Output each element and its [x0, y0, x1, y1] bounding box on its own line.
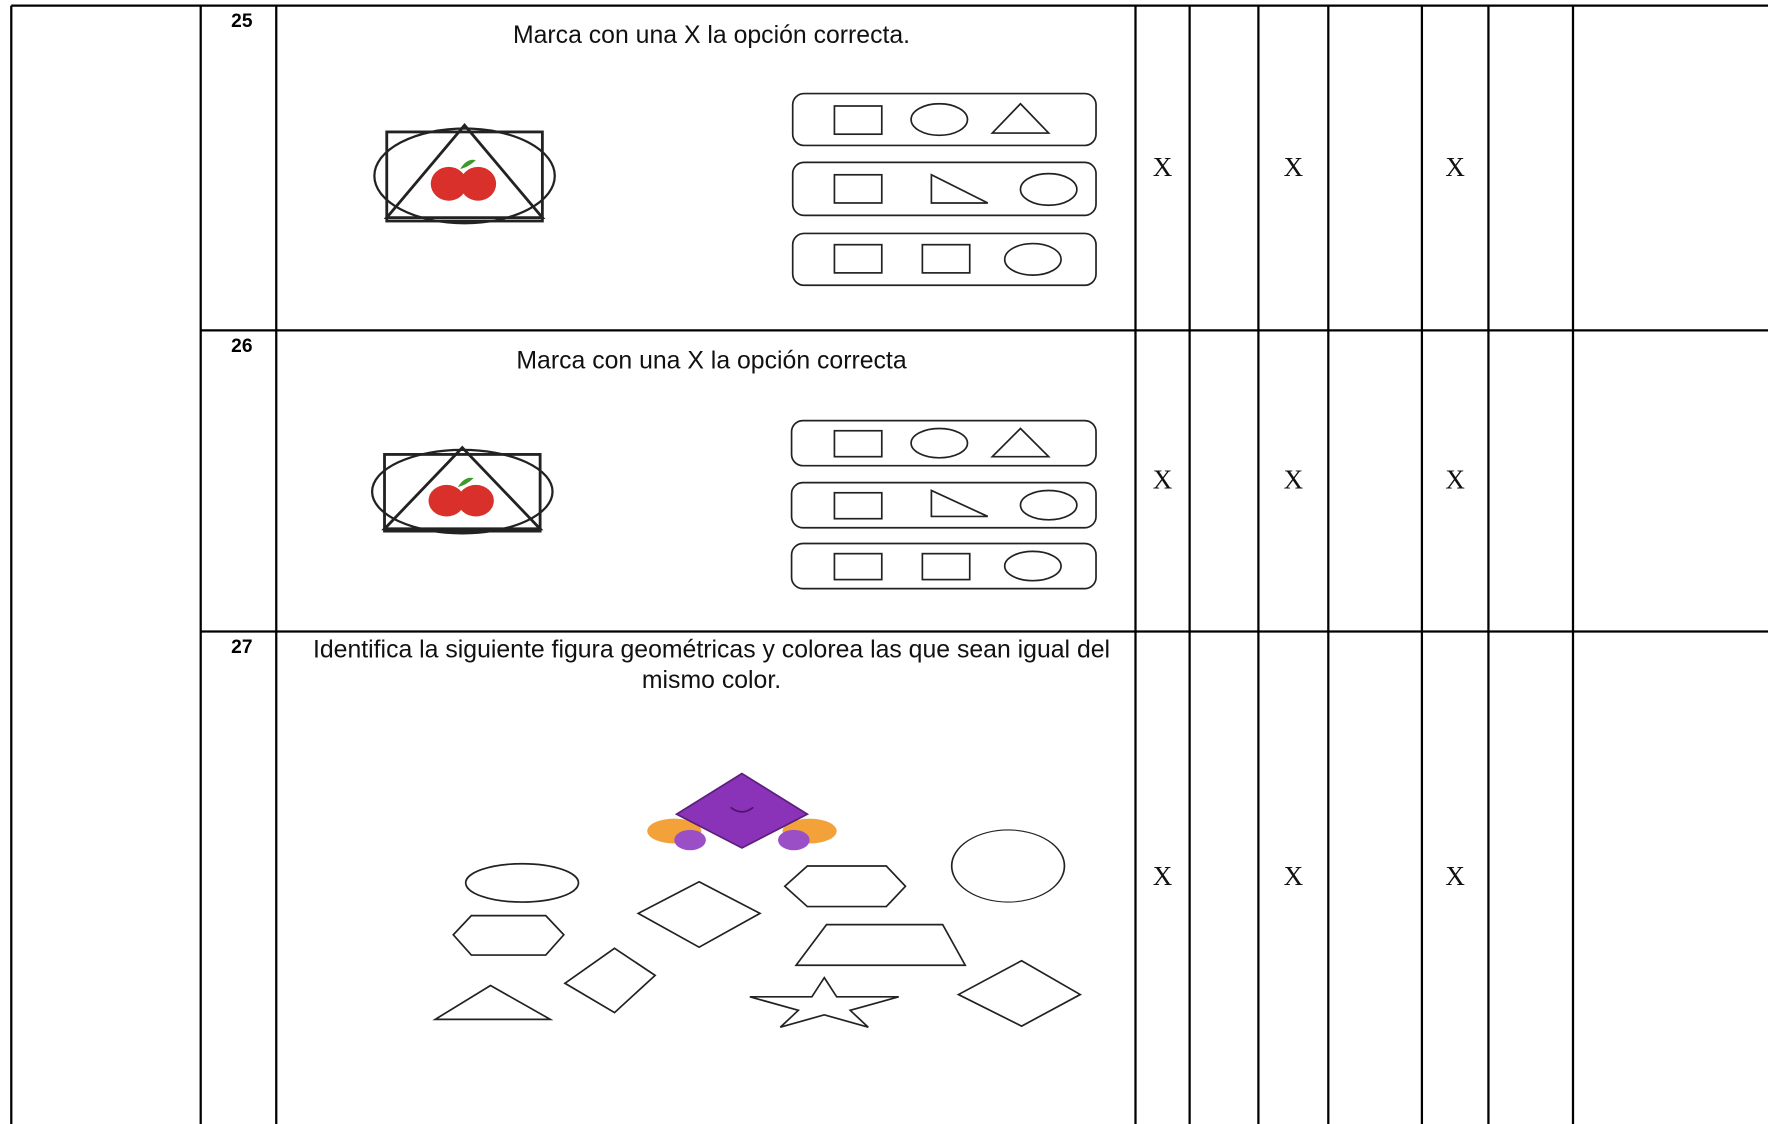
item-number: 25 [231, 10, 253, 32]
answer-mark: X [1445, 465, 1465, 496]
answer-mark: X [1152, 153, 1173, 183]
answer-mark: X [1445, 862, 1465, 892]
answer-mark: X [1283, 862, 1304, 892]
item-number: 26 [231, 334, 253, 357]
answer-mark: X [1152, 862, 1173, 892]
answer-mark: X [1283, 465, 1304, 496]
instruction: Marca con una X la opción correcta. [512, 20, 911, 49]
instruction: Identifica la siguiente figura geométric… [312, 634, 1111, 694]
answer-mark: X [1445, 153, 1465, 183]
instruction: Marca con una X la opción correcta [516, 346, 907, 375]
figure-25 [373, 92, 1097, 287]
grid [10, 4, 1769, 1124]
figure-26 [370, 419, 1097, 590]
item-number: 27 [231, 635, 253, 658]
answer-mark: X [1152, 465, 1173, 496]
figure-27 [432, 772, 1082, 1029]
answer-mark: X [1283, 153, 1304, 183]
